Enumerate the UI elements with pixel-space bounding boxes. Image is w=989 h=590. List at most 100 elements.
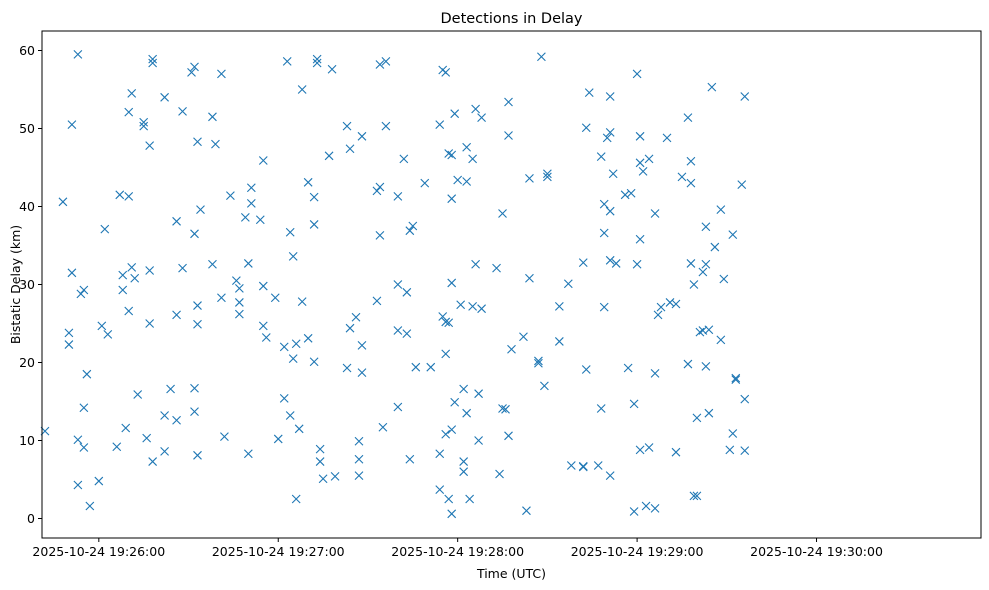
data-point [692,491,702,501]
data-point [193,319,202,329]
data-point [542,169,552,179]
data-point [665,298,675,307]
data-point [704,325,714,335]
data-point [701,222,711,232]
data-point [351,312,361,322]
data-point [447,425,457,434]
data-point [707,82,717,92]
data-point [315,457,325,466]
data-point [468,154,478,164]
data-point [234,298,244,307]
data-point [495,469,504,479]
data-point [635,445,645,455]
data-point [596,152,606,161]
y-tick-label: 0 [27,511,35,526]
data-point [160,447,169,456]
data-point [566,461,576,470]
data-point [190,62,199,72]
data-point [208,112,217,122]
data-point [441,317,451,327]
data-point [145,266,155,275]
data-point [309,220,319,229]
data-point [220,432,229,441]
data-point [447,509,457,519]
data-point [291,339,301,349]
data-point [357,340,367,350]
data-point [653,310,663,320]
data-point [471,259,481,269]
data-point [64,328,74,338]
data-point [246,198,256,208]
data-point [498,209,507,218]
data-point [542,172,552,182]
data-point [312,58,322,68]
data-point [683,359,693,369]
data-point [641,501,651,511]
y-axis: 0 10 20 30 40 50 60 [19,43,42,526]
y-tick-label: 50 [19,121,35,136]
data-point [208,259,217,269]
data-point [620,190,630,200]
data-point [324,151,334,161]
data-point [596,404,606,413]
data-point [420,178,430,188]
data-point [450,109,460,119]
data-point [139,117,149,127]
data-point [82,369,92,379]
data-point [190,383,199,393]
data-point [160,411,169,420]
data-point [172,310,181,320]
data-point [635,158,645,168]
data-point [534,356,543,366]
data-point [599,199,609,209]
data-point [468,301,478,311]
data-point [686,178,696,188]
data-point [447,194,457,204]
data-point [193,137,202,147]
x-axis-label: Time (UTC) [476,566,546,581]
data-point [231,276,241,285]
data-point [309,192,319,202]
data-point [650,369,660,378]
data-point [127,89,137,98]
data-point [441,349,451,359]
data-point [297,297,307,307]
data-point [519,332,528,342]
data-point [303,177,313,187]
data-point [303,333,313,343]
data-point [728,429,738,438]
data-point [124,191,134,201]
data-point [474,389,483,399]
data-point [193,450,202,460]
data-point [695,327,705,337]
y-tick-label: 40 [19,199,35,214]
data-point [459,457,469,466]
data-point [402,287,412,297]
data-point [318,474,328,484]
data-point [285,411,295,420]
data-point [172,415,181,425]
data-point [103,330,113,339]
data-point [426,362,436,372]
data-point [282,57,292,66]
data-point [402,329,412,339]
data-point [85,501,95,511]
data-point [285,227,295,237]
data-point [258,281,268,291]
data-point [444,318,454,328]
data-point [447,278,457,288]
data-point [605,206,615,216]
data-point [477,113,486,122]
data-point [540,381,549,391]
data-point [453,175,463,185]
data-point [492,263,501,273]
data-point [127,262,137,272]
data-point [740,394,750,404]
data-point [716,205,726,215]
data-point [73,435,83,445]
data-point [554,337,564,346]
data-point [234,284,244,293]
data-point [378,422,388,432]
data-point [698,267,708,277]
data-point [112,442,122,452]
